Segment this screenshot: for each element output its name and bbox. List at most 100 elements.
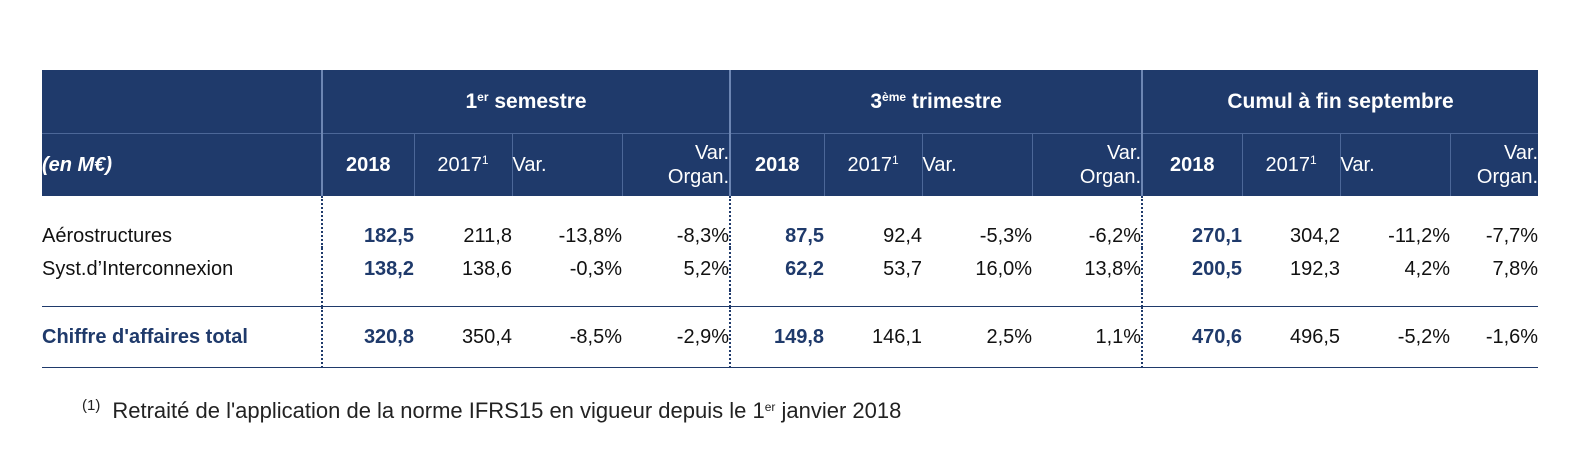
spacer-cell: [729, 290, 825, 307]
cell: 138,6: [461, 257, 512, 280]
group-sup: ème: [882, 89, 907, 104]
group-label: Cumul à fin septembre: [1227, 89, 1454, 113]
var-org-line2: Organ.: [1476, 166, 1539, 188]
col-2018: 2018: [321, 133, 414, 196]
cell: -8,3%: [676, 225, 730, 247]
var-org-line1: Var.: [694, 142, 730, 164]
cell: -13,8%: [558, 225, 622, 247]
cell: 4,2%: [1404, 257, 1451, 280]
col-var-organ: Var. Organ.: [1031, 133, 1143, 196]
cell: 200,5: [1141, 248, 1243, 290]
col-2017: 20171: [1241, 133, 1341, 196]
cell: 1,1%: [1032, 306, 1143, 368]
var-org-line1: Var.: [1503, 142, 1539, 164]
spacer-cell: [1032, 290, 1142, 307]
spacer-row: [42, 290, 1538, 307]
cell: 182,5: [321, 196, 414, 248]
cell: 2,5%: [922, 306, 1033, 368]
col-var: Var.: [511, 133, 622, 196]
cell: 62,2: [729, 248, 825, 290]
group-header-cumul: Cumul à fin septembre: [1141, 70, 1539, 134]
cell: 270,1: [1141, 196, 1243, 248]
cell: -5,3%: [979, 225, 1033, 247]
spacer-cell: [824, 290, 922, 307]
var-org-line2: Organ.: [1079, 166, 1142, 188]
cell: -2,9%: [622, 306, 731, 368]
cell: -7,7%: [1485, 225, 1539, 247]
total-row: Chiffre d'affaires total 320,8 350,4 -8,…: [42, 306, 1539, 368]
total-label: Chiffre d'affaires total: [42, 306, 322, 368]
group-header-q3: 3ème trimestre: [729, 70, 1143, 134]
footnote-sup: er: [764, 400, 776, 414]
financial-table: 1er semestre 3ème trimestre Cumul à fin …: [42, 70, 1539, 368]
col-2017-label: 2017: [437, 153, 482, 176]
cell: 350,4: [414, 306, 512, 368]
footnote-ref-sup: 1: [1309, 152, 1317, 167]
cell: 5,2%: [683, 257, 730, 280]
cell: 470,6: [1141, 306, 1243, 368]
unit-label: (en M€): [42, 133, 322, 196]
empty-header-cell: [42, 70, 322, 134]
row-label: Aérostructures: [42, 225, 173, 247]
col-var-organ: Var. Organ.: [1449, 133, 1539, 196]
cell: 92,4: [883, 225, 923, 247]
footnote-ref-sup: 1: [481, 152, 489, 167]
cell: -0,3%: [569, 257, 622, 280]
group-header-row: 1er semestre 3ème trimestre Cumul à fin …: [42, 70, 1539, 134]
spacer-cell: [512, 290, 622, 307]
var-org-line2: Organ.: [667, 166, 730, 188]
cell: 192,3: [1289, 257, 1341, 280]
group-label-rest: semestre: [488, 89, 587, 113]
col-2018: 2018: [1141, 133, 1243, 196]
column-header-row: (en M€) 2018 20171 Var. Var. Organ. 2018 …: [42, 133, 1539, 196]
table-row: Syst.d’Interconnexion 138,2 138,6 -0,3% …: [42, 248, 1538, 290]
cell: 87,5: [729, 196, 825, 248]
col-var: Var.: [921, 133, 1033, 196]
spacer-cell: [321, 290, 414, 307]
cell: -5,2%: [1340, 306, 1451, 368]
cell: 13,8%: [1084, 257, 1142, 280]
col-2017-label: 2017: [1265, 153, 1310, 176]
col-2017: 20171: [413, 133, 512, 196]
cell: 53,7: [883, 257, 923, 280]
cell: -8,5%: [512, 306, 622, 368]
footnote-text: Retraité de l'application de la norme IF…: [112, 398, 765, 423]
cell: 211,8: [463, 225, 512, 247]
col-var-organ: Var. Organ.: [621, 133, 731, 196]
col-2017: 20171: [823, 133, 923, 196]
spacer-cell: [1242, 290, 1340, 307]
table-row: Aérostructures 182,5 211,8 -13,8% -8,3% …: [42, 196, 1538, 248]
cell: -6,2%: [1088, 225, 1142, 247]
footnote-ref-sup: 1: [891, 152, 899, 167]
cell: 146,1: [824, 306, 923, 368]
spacer-cell: [1340, 290, 1450, 307]
footnote-ref: (1): [82, 397, 101, 414]
spacer-cell: [922, 290, 1032, 307]
footnote-text-end: janvier 2018: [775, 398, 902, 423]
footnote: (1) Retraité de l'application de la norme…: [82, 397, 901, 424]
var-org-line1: Var.: [1106, 142, 1142, 164]
cell: 16,0%: [975, 257, 1033, 280]
group-label: 3: [870, 89, 883, 113]
cell: 320,8: [321, 306, 414, 368]
cell: -1,6%: [1450, 306, 1539, 368]
spacer-cell: [42, 290, 322, 307]
col-2017-label: 2017: [847, 153, 892, 176]
spacer-cell: [414, 290, 512, 307]
row-label: Syst.d’Interconnexion: [42, 257, 234, 280]
group-header-h1: 1er semestre: [320, 70, 731, 134]
col-2018: 2018: [729, 133, 825, 196]
spacer-cell: [622, 290, 730, 307]
col-var: Var.: [1339, 133, 1451, 196]
cell: 496,5: [1242, 306, 1341, 368]
cell: 138,2: [321, 248, 414, 290]
cell: 149,8: [729, 306, 825, 368]
cell: 304,2: [1289, 225, 1341, 247]
cell: -11,2%: [1388, 225, 1451, 247]
group-sup: er: [477, 89, 489, 104]
spacer-cell: [1450, 290, 1538, 307]
spacer-cell: [1141, 290, 1243, 307]
cell: 7,8%: [1492, 257, 1539, 280]
group-label-rest: trimestre: [906, 89, 1002, 113]
group-label: 1: [465, 89, 478, 113]
